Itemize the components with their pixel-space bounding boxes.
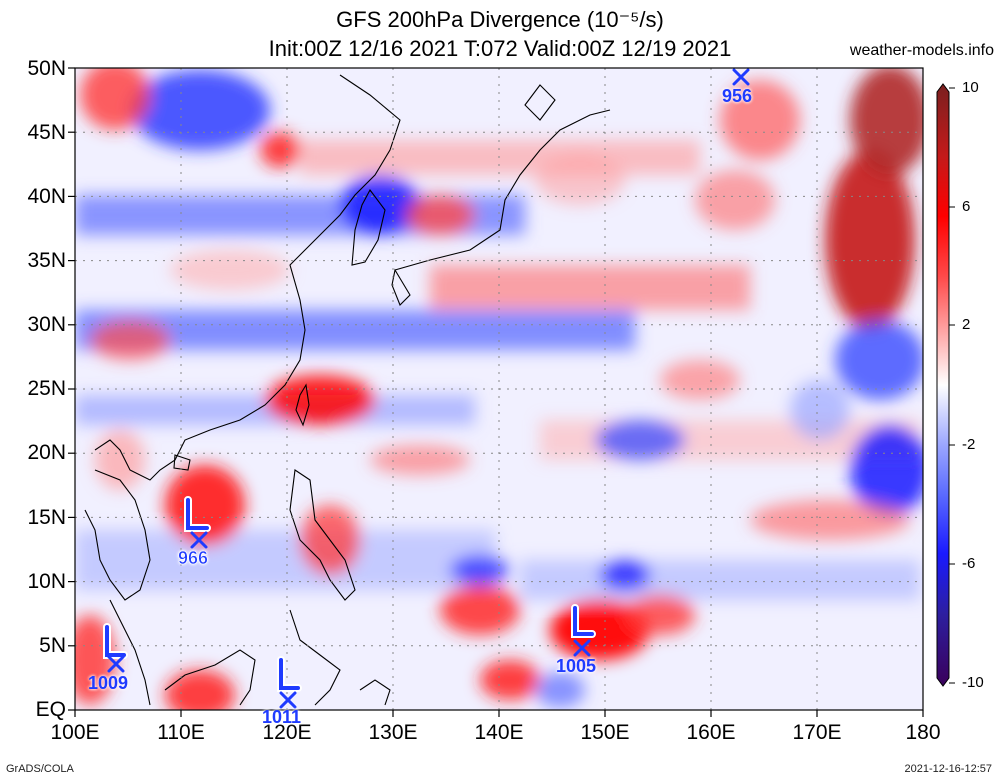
lat-label-40n: 40N	[27, 185, 66, 208]
chart-title: GFS 200hPa Divergence (10⁻⁵/s)	[336, 7, 664, 32]
low-1009	[103, 623, 128, 673]
low-966-label: 966	[178, 548, 209, 569]
low-966	[184, 496, 211, 549]
low-1011	[277, 656, 302, 709]
low-1009-label: 1009	[88, 673, 129, 693]
low-markers	[103, 68, 750, 709]
footer-timestamp: 2021-12-16-12:57	[904, 763, 992, 775]
lon-label-100e: 100E	[50, 721, 100, 744]
colorbar-label-6: 6	[962, 198, 971, 215]
lat-label-20n: 20N	[27, 441, 66, 464]
lon-label-130e: 130E	[368, 721, 418, 744]
lat-label-30n: 30N	[27, 313, 66, 336]
lat-label-45n: 45N	[27, 121, 66, 144]
colorbar-label-10: 10	[962, 79, 979, 96]
lon-label-140e: 140E	[474, 721, 524, 744]
low-956	[732, 68, 750, 86]
chart-subtitle: Init:00Z 12/16 2021 T:072 Valid:00Z 12/1…	[268, 36, 732, 61]
lon-label-160e: 160E	[686, 721, 736, 744]
low-1005	[571, 604, 596, 657]
lon-label-120e: 120E	[262, 721, 312, 744]
lon-label-150e: 150E	[580, 721, 630, 744]
divergence-field	[75, 68, 923, 710]
lat-label-25n: 25N	[27, 377, 66, 400]
lat-label-eq: EQ	[35, 698, 66, 721]
footer-source: GrADS/COLA	[6, 763, 74, 775]
colorbar	[936, 83, 955, 687]
lon-label-110e: 110E	[157, 721, 205, 744]
lat-label-35n: 35N	[27, 249, 66, 272]
lon-label-170e: 170E	[792, 721, 842, 744]
low-1005-label: 1005	[556, 656, 597, 676]
colorbar-label-neg2: -2	[962, 436, 976, 453]
lat-label-50n: 50N	[27, 57, 66, 80]
lat-label-15n: 15N	[27, 506, 66, 529]
lat-label-10n: 10N	[27, 570, 66, 593]
lat-label-5n: 5N	[39, 634, 66, 657]
colorbar-label-2: 2	[962, 316, 971, 333]
colorbar-label-neg10: -10	[962, 674, 984, 691]
axis-ticks	[68, 67, 924, 717]
lon-label-180: 180	[905, 721, 941, 744]
grid-lines	[75, 68, 923, 710]
low-956-label: 956	[722, 86, 753, 106]
low-1011-label: 1011	[262, 707, 302, 727]
coastlines	[84, 74, 611, 706]
colorbar-label-neg6: -6	[962, 555, 976, 572]
site-credit: weather-models.info	[849, 42, 994, 59]
